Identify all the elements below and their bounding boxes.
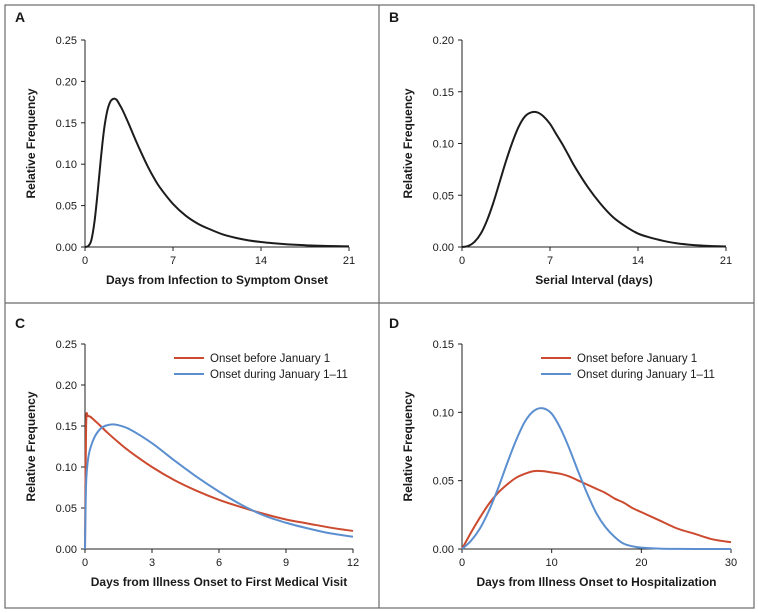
legend-label: Onset during January 1–11 [577, 369, 715, 381]
y-tick-label: 0.10 [433, 407, 454, 419]
x-axis-title: Days from Infection to Symptom Onset [106, 273, 328, 287]
legend-label: Onset before January 1 [210, 353, 330, 365]
x-axis-title: Serial Interval (days) [535, 273, 652, 287]
y-tick-label: 0.05 [56, 503, 77, 515]
y-tick-label: 0.20 [433, 35, 454, 47]
x-tick-label: 30 [725, 557, 737, 569]
y-tick-label: 0.20 [56, 380, 77, 392]
panel-c: C 0.00 0.05 0.10 0.15 0.20 0.25 0 3 6 9 12 Days from… [15, 315, 359, 589]
x-tick-label: 14 [255, 255, 267, 267]
legend: Onset before January 1 Onset during Janua… [541, 353, 715, 381]
y-axis-title: Relative Frequency [24, 391, 38, 501]
x-tick-label: 12 [347, 557, 359, 569]
series-line-red [461, 469, 732, 550]
y-axis-title: Relative Frequency [401, 88, 415, 198]
y-tick-label: 0.10 [56, 462, 77, 474]
y-axis-title: Relative Frequency [401, 391, 415, 501]
y-tick-label: 0.00 [433, 544, 454, 556]
y-tick-label: 0.25 [56, 35, 77, 47]
series-line-blue [84, 423, 354, 550]
x-tick-label: 6 [216, 557, 222, 569]
series-line-black [461, 110, 727, 248]
x-tick-label: 7 [547, 255, 553, 267]
y-tick-label: 0.00 [56, 242, 77, 254]
y-tick-label: 0.00 [56, 544, 77, 556]
y-tick-label: 0.15 [56, 421, 77, 433]
x-tick-label: 0 [459, 557, 465, 569]
x-axis-title: Days from Illness Onset to First Medical… [91, 575, 348, 589]
y-tick-label: 0.10 [56, 159, 77, 171]
legend: Onset before January 1 Onset during Janua… [174, 353, 348, 381]
x-tick-label: 9 [283, 557, 289, 569]
x-tick-label: 21 [343, 255, 355, 267]
panel-letter: B [389, 9, 399, 25]
x-tick-label: 0 [82, 255, 88, 267]
y-tick-label: 0.20 [56, 76, 77, 88]
panel-a: A 0.00 0.05 0.10 0.15 0.20 0.25 0 7 14 21 Days from… [15, 9, 355, 287]
y-tick-label: 0.10 [433, 139, 454, 151]
x-axis-title: Days from Illness Onset to Hospitalizati… [476, 575, 716, 589]
x-tick-label: 14 [632, 255, 644, 267]
panel-letter: A [15, 9, 25, 25]
y-tick-label: 0.05 [56, 201, 77, 213]
y-tick-label: 0.05 [433, 476, 454, 488]
x-tick-label: 10 [546, 557, 558, 569]
y-tick-label: 0.25 [56, 339, 77, 351]
panel-letter: D [389, 315, 399, 331]
x-tick-label: 7 [170, 255, 176, 267]
x-tick-label: 3 [149, 557, 155, 569]
series-line-black [84, 97, 350, 248]
y-tick-label: 0.15 [56, 118, 77, 130]
y-tick-label: 0.05 [433, 190, 454, 202]
panel-letter: C [15, 315, 25, 331]
y-axis-title: Relative Frequency [24, 88, 38, 198]
y-tick-label: 0.00 [433, 242, 454, 254]
y-tick-label: 0.15 [433, 87, 454, 99]
series-line-blue [461, 407, 731, 550]
series-line-red [84, 412, 354, 550]
x-tick-label: 21 [720, 255, 732, 267]
y-tick-label: 0.15 [433, 339, 454, 351]
legend-label: Onset before January 1 [577, 353, 697, 365]
x-tick-label: 0 [459, 255, 465, 267]
panel-b: B 0.00 0.05 0.10 0.15 0.20 0 7 14 21 Serial Interv… [389, 9, 732, 287]
x-tick-label: 20 [635, 557, 647, 569]
legend-label: Onset during January 1–11 [210, 369, 348, 381]
panel-d: D 0.00 0.05 0.10 0.15 0 10 20 30 Days from Illnes… [389, 315, 737, 589]
x-tick-label: 0 [82, 557, 88, 569]
